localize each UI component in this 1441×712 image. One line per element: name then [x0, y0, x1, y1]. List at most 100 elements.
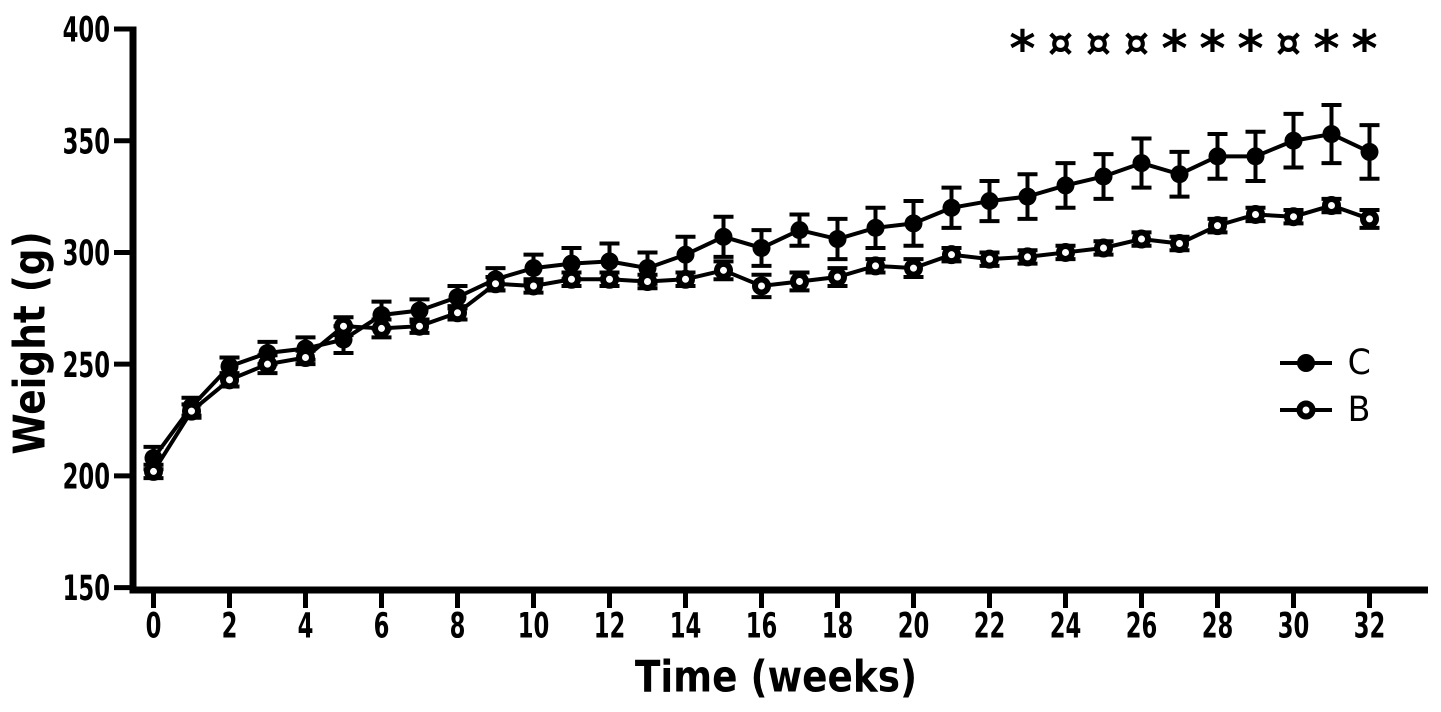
series-B-point — [220, 370, 239, 390]
series-B-point — [1056, 242, 1075, 262]
series-B-point — [1208, 216, 1227, 236]
series-B-point — [638, 271, 657, 291]
series-C-point — [220, 357, 239, 376]
x-tick-label: 24 — [1050, 607, 1082, 647]
series-C-point — [1056, 176, 1075, 195]
series-B-point — [562, 269, 581, 289]
x-tick-label: 0 — [146, 607, 162, 647]
series-C-point — [1094, 167, 1113, 186]
series-C-point — [942, 198, 961, 217]
series-C-point — [1132, 154, 1151, 173]
series-C-point — [1170, 165, 1189, 184]
series-B-point — [866, 256, 885, 276]
series-B-point — [182, 401, 201, 421]
series-B-point — [790, 271, 809, 291]
series-C-point — [790, 221, 809, 240]
x-axis-ticks: 0 2 4 6 8 10 12 14 16 18 20 22 24 26 28 30 32 — [146, 593, 1386, 647]
series-C-point — [866, 218, 885, 237]
significance-symbol: * — [1161, 20, 1187, 78]
x-tick-label: 12 — [594, 607, 626, 647]
series-B-point — [524, 276, 543, 296]
significance-symbol: * — [1313, 20, 1339, 78]
filled-circle-icon — [1280, 354, 1332, 372]
x-tick-label: 30 — [1278, 607, 1310, 647]
series-B-point — [676, 269, 695, 289]
legend-label-b: B — [1347, 389, 1371, 430]
series-B-point — [1018, 247, 1037, 267]
series-C-point — [410, 301, 429, 320]
series-C-point — [1360, 142, 1379, 161]
series-C-point — [828, 230, 847, 249]
series-B-point — [1170, 234, 1189, 254]
y-tick-label: 200 — [63, 458, 110, 498]
series-B-point — [904, 258, 923, 278]
series-C-point — [600, 252, 619, 271]
legend-entry-c: C — [1280, 345, 1371, 380]
significance-symbol: ¤ — [1048, 20, 1073, 66]
series-C-point — [1246, 147, 1265, 166]
series-C-point — [524, 259, 543, 278]
series-B-point — [1360, 209, 1379, 229]
series-B-point — [334, 316, 353, 336]
x-tick-label: 26 — [1126, 607, 1158, 647]
x-tick-label: 22 — [974, 607, 1006, 647]
x-tick-label: 8 — [450, 607, 466, 647]
x-tick-label: 10 — [518, 607, 550, 647]
series-B-point — [1132, 229, 1151, 249]
series-B — [143, 196, 1380, 481]
x-tick-label: 4 — [298, 607, 314, 647]
series-B-point — [410, 316, 429, 336]
y-tick-label: 250 — [63, 346, 110, 386]
series-B-point — [1094, 238, 1113, 258]
x-tick-label: 16 — [746, 607, 778, 647]
series-C-point — [676, 245, 695, 264]
y-tick-label: 350 — [63, 122, 110, 162]
series-C-point — [980, 192, 999, 211]
series-B-point — [714, 260, 733, 280]
x-tick-label: 18 — [822, 607, 854, 647]
x-tick-label: 28 — [1202, 607, 1234, 647]
x-tick-label: 2 — [222, 607, 238, 647]
x-axis-title: Time (weeks) — [634, 651, 918, 703]
significance-symbol: ¤ — [1276, 20, 1301, 66]
open-circle-icon — [1280, 400, 1332, 420]
series-B-point — [296, 347, 315, 367]
x-tick-label: 14 — [670, 607, 702, 647]
significance-symbol: ¤ — [1124, 20, 1149, 66]
series-C-point — [638, 259, 657, 278]
series-B-point — [1284, 207, 1303, 227]
x-tick-label: 6 — [374, 607, 390, 647]
series-C-point — [904, 214, 923, 233]
series-B-point — [828, 267, 847, 287]
series-C-point — [752, 238, 771, 257]
y-axis-ticks: 150 200 250 300 350 400 — [63, 11, 131, 609]
significance-symbol: * — [1199, 20, 1225, 78]
series-B-point — [980, 249, 999, 269]
y-axis-title: Weight (g) — [4, 231, 56, 455]
series-C-point — [714, 227, 733, 246]
significance-markers: * ¤ ¤ ¤ * * * ¤ * * — [1009, 20, 1377, 78]
series-B-point — [448, 303, 467, 323]
axes — [129, 26, 1428, 594]
series-C-point — [1208, 147, 1227, 166]
x-tick-label: 32 — [1354, 607, 1386, 647]
significance-symbol: ¤ — [1086, 20, 1111, 66]
y-tick-label: 300 — [63, 234, 110, 274]
series-C-point — [1284, 131, 1303, 150]
series-B-point — [600, 269, 619, 289]
series-C-point — [1322, 125, 1341, 144]
series-B-point — [942, 245, 961, 265]
series-B-point — [258, 354, 277, 374]
y-tick-label: 400 — [63, 11, 110, 51]
legend-label-c: C — [1347, 342, 1371, 383]
series-B-points — [144, 196, 1379, 481]
significance-symbol: * — [1351, 20, 1377, 78]
series-B-point — [1246, 204, 1265, 224]
series-B-point — [372, 318, 391, 338]
series-B-point — [144, 461, 163, 481]
x-tick-label: 20 — [898, 607, 930, 647]
y-tick-label: 150 — [63, 569, 110, 609]
series-B-point — [486, 274, 505, 294]
